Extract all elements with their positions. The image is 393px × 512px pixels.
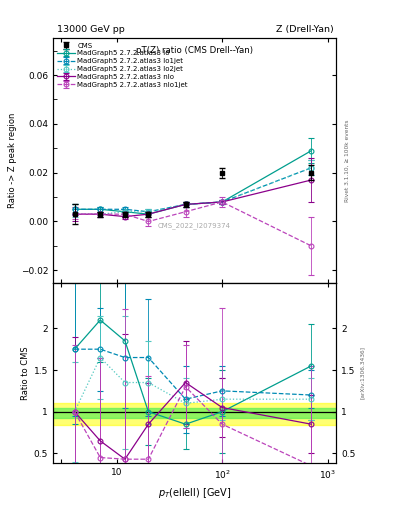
Bar	[53, 403, 336, 425]
Text: Z (Drell-Yan): Z (Drell-Yan)	[275, 25, 333, 34]
Y-axis label: Rivet 3.1.10, ≥ 100k events: Rivet 3.1.10, ≥ 100k events	[345, 119, 350, 202]
Text: 13000 GeV pp: 13000 GeV pp	[57, 25, 125, 34]
Y-axis label: Ratio to CMS: Ratio to CMS	[21, 346, 29, 400]
Text: pT(Z) ratio (CMS Drell--Yan): pT(Z) ratio (CMS Drell--Yan)	[136, 46, 253, 55]
Y-axis label: Ratio -> Z peak region: Ratio -> Z peak region	[7, 113, 17, 208]
Bar	[53, 408, 336, 417]
Y-axis label: [arXiv:1306.3436]: [arXiv:1306.3436]	[360, 347, 364, 399]
Text: CMS_2022_I2079374: CMS_2022_I2079374	[158, 222, 231, 229]
X-axis label: $p_T$(ellell) [GeV]: $p_T$(ellell) [GeV]	[158, 486, 231, 500]
Legend: CMS, MadGraph5 2.7.2.atlas3 lo, MadGraph5 2.7.2.atlas3 lo1jet, MadGraph5 2.7.2.a: CMS, MadGraph5 2.7.2.atlas3 lo, MadGraph…	[56, 41, 189, 89]
